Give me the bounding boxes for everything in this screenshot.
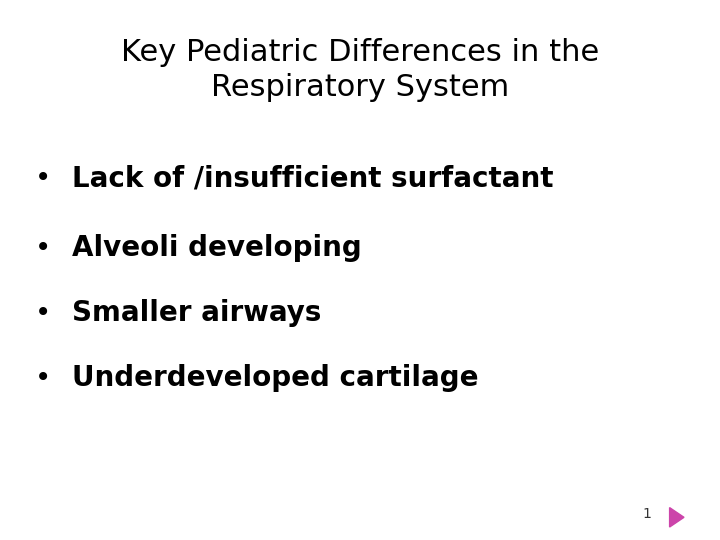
Text: •: • bbox=[35, 299, 51, 327]
Text: •: • bbox=[35, 234, 51, 262]
Text: Underdeveloped cartilage: Underdeveloped cartilage bbox=[72, 364, 479, 392]
Text: Alveoli developing: Alveoli developing bbox=[72, 234, 361, 262]
Text: •: • bbox=[35, 164, 51, 192]
Text: Lack of /insufficient surfactant: Lack of /insufficient surfactant bbox=[72, 164, 554, 192]
Text: Smaller airways: Smaller airways bbox=[72, 299, 321, 327]
Text: 1: 1 bbox=[643, 507, 652, 521]
Text: Key Pediatric Differences in the
Respiratory System: Key Pediatric Differences in the Respira… bbox=[121, 38, 599, 102]
Polygon shape bbox=[670, 508, 684, 527]
Text: •: • bbox=[35, 364, 51, 392]
